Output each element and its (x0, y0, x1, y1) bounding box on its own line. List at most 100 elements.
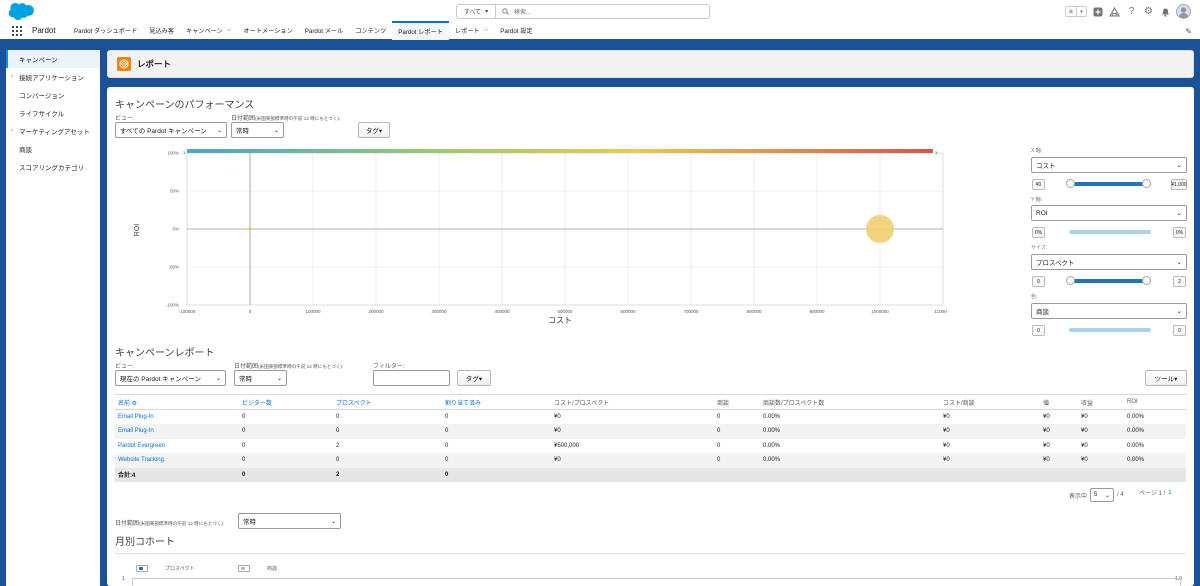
table-total-row: 合計:4 0 2 0 (115, 467, 1186, 482)
app-launcher-icon[interactable] (12, 25, 22, 36)
cohort-date-label: 日付範囲(米国東部標準時の午前 12 時にもとづく): (115, 518, 224, 527)
color-range-slider[interactable] (1069, 328, 1151, 332)
nav-tab-label: Pardot ダッシュボード (74, 28, 138, 35)
edit-nav-pencil-icon[interactable]: ✎ (1185, 27, 1192, 36)
performance-view-label: ビュー: (115, 116, 135, 122)
x-tick-label: 600000 (620, 309, 636, 314)
cohort-chart-area (132, 578, 1181, 586)
cell-name[interactable]: Pardot Evergreen (118, 442, 166, 449)
global-actions-icon[interactable] (1091, 5, 1104, 18)
cell-cost-per-opp: ¥0 (943, 414, 950, 420)
gear-icon[interactable]: ⚙ (1144, 6, 1153, 17)
nav-tab-automation[interactable]: オートメーション (237, 21, 298, 40)
cell-opps-per-prospect: 0.00% (760, 453, 940, 468)
chevron-right-icon[interactable]: › (11, 74, 13, 80)
chevron-down-icon: ▾ (485, 9, 489, 15)
sidebar-item-label: 商談 (19, 147, 32, 154)
chevron-right-icon[interactable]: › (11, 128, 13, 134)
user-avatar[interactable] (1176, 4, 1191, 19)
column-header-name[interactable]: 名前 ⚙ (115, 394, 239, 410)
report-tools-button[interactable]: ツール▾ (1145, 370, 1187, 386)
cell-visitors: 0 (242, 414, 246, 420)
nav-tab-pardot-dashboard[interactable]: Pardot ダッシュボード (68, 21, 143, 40)
report-view-select[interactable]: 現在の Pardot キャンペーン ⌄ (115, 370, 226, 386)
nav-tab-reports[interactable]: レポート ⌵ (449, 21, 494, 40)
performance-date-select[interactable]: 常時 ⌄ (231, 122, 284, 138)
performance-section-title: キャンペーンのパフォーマンス (115, 100, 255, 111)
column-header-prospects[interactable]: プロスペクト (333, 394, 442, 410)
sidebar-item-scoring-categories[interactable]: スコアリングカテゴリ (6, 158, 100, 176)
page-size-select[interactable]: 5 ⌄ (1090, 488, 1115, 502)
total-cell-cost-per-opp (940, 467, 1040, 482)
y-range-slider[interactable] (1069, 230, 1151, 234)
legend-prospect-toggle[interactable] (136, 565, 148, 572)
help-icon[interactable]: ? (1128, 6, 1135, 17)
total-cell-opportunities (714, 467, 760, 482)
sidebar-item-lifecycle[interactable]: ライフサイクル (6, 104, 100, 122)
x-slider-min-handle[interactable] (1066, 179, 1075, 188)
cell-cost-per-prospect: ¥0 (554, 414, 561, 420)
size-slider-min-handle[interactable] (1066, 276, 1075, 285)
report-view-label: ビュー: (115, 364, 135, 370)
bubble-point[interactable] (866, 215, 894, 243)
x-axis-label: X 軸: (1031, 148, 1043, 154)
chevron-down-icon[interactable]: ⌵ (483, 27, 489, 33)
cell-value: ¥0 (1040, 424, 1078, 439)
size-range-slider[interactable] (1069, 279, 1151, 283)
date-label-note: (米国東部標準時の午前 12 時にもとづく): (258, 364, 344, 369)
cell-opportunities: 0 (714, 424, 760, 439)
sidebar-item-campaigns[interactable]: キャンペーン (6, 50, 100, 68)
cell-value: ¥0 (1043, 414, 1050, 420)
performance-date-label: 日付範囲(米国東部標準時の午前 12 時にもとづく): (231, 113, 340, 122)
sidebar-item-marketing-assets[interactable]: › マーケティングアセット (6, 122, 100, 140)
size-slider-max-handle[interactable] (1142, 276, 1151, 285)
bubble-point[interactable] (248, 227, 252, 231)
nav-tab-campaigns[interactable]: キャンペーン ⌵ (180, 21, 237, 40)
favorites-control[interactable]: ★ ▾ (1065, 6, 1087, 17)
report-filter-label: フィルター: (373, 364, 405, 370)
cohort-date-select[interactable]: 常時 ⌄ (238, 513, 341, 529)
star-icon[interactable]: ★ (1067, 7, 1075, 16)
nav-tab-pardot-settings[interactable]: Pardot 設定 (494, 21, 538, 40)
column-header-visitors[interactable]: ビジター数 (239, 394, 333, 410)
column-header-revenue: 収益 (1078, 394, 1124, 410)
sidebar-item-opportunities[interactable]: 商談 (6, 140, 100, 158)
page-link[interactable]: 1 (1168, 489, 1172, 496)
notification-bell-icon[interactable] (1159, 5, 1172, 18)
salesforce-logo[interactable] (8, 2, 34, 20)
sidebar-item-label: 接続アプリケーション (19, 75, 84, 82)
report-tag-button[interactable]: タグ▾ (457, 370, 491, 386)
performance-view-select[interactable]: すべての Pardot キャンペーン ⌄ (115, 122, 227, 138)
sidebar-item-label: キャンペーン (19, 57, 58, 64)
nav-tab-prospects[interactable]: 見込み客 (143, 21, 180, 40)
page-header: レポート (107, 50, 1194, 78)
date-label-note: (米国東部標準時の午前 12 時にもとづく): (139, 521, 225, 526)
x-slider-max-handle[interactable] (1142, 179, 1151, 188)
search-icon (502, 8, 509, 15)
search-scope-dropdown[interactable]: すべて ▾ (457, 5, 496, 18)
nav-tab-content[interactable]: コンテンツ (349, 21, 392, 40)
size-select[interactable]: プロスペクト ⌄ (1031, 254, 1187, 270)
cell-name[interactable]: Email Plug-In (115, 424, 239, 439)
cell-revenue: ¥0 (1078, 453, 1124, 468)
cell-revenue: ¥0 (1081, 442, 1088, 449)
nav-tab-pardot-reports[interactable]: Pardot レポート (392, 21, 449, 40)
x-range-slider[interactable] (1069, 182, 1151, 186)
y-axis-select[interactable]: ROI ⌄ (1031, 205, 1187, 221)
color-select[interactable]: 商談 ⌄ (1031, 303, 1187, 319)
performance-tag-button[interactable]: タグ▾ (358, 122, 390, 138)
sidebar-item-conversions[interactable]: コンバージョン (6, 86, 100, 104)
cell-name[interactable]: Website Tracking (115, 453, 239, 468)
report-filter-input[interactable] (373, 370, 450, 386)
favorites-dropdown-icon[interactable]: ▾ (1076, 7, 1086, 16)
cell-name[interactable]: Email Plug-In (118, 414, 154, 420)
trailhead-icon[interactable] (1108, 5, 1121, 18)
x-axis-select[interactable]: コスト ⌄ (1031, 157, 1187, 173)
sidebar-item-connected-apps[interactable]: › 接続アプリケーション (6, 68, 100, 86)
search-input[interactable]: 検索... (496, 7, 531, 16)
chevron-down-icon[interactable]: ⌵ (226, 27, 232, 33)
nav-tab-pardot-email[interactable]: Pardot メール (299, 21, 350, 40)
column-header-assigned[interactable]: 割り当て済み (442, 394, 551, 410)
legend-deal-toggle[interactable] (238, 565, 250, 572)
report-date-select[interactable]: 常時 ⌄ (234, 370, 287, 386)
